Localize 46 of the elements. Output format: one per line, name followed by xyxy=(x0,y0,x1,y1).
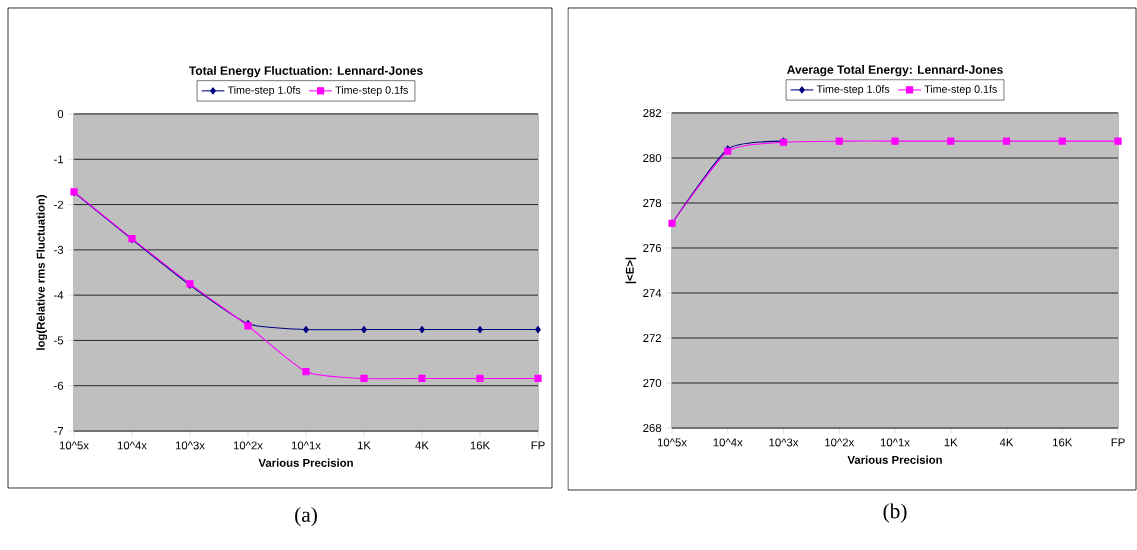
y-tick-label: 270 xyxy=(643,379,662,388)
chart-title: Average Total Energy: Lennard-Jones xyxy=(787,65,1003,77)
x-axis-title: Various Precision xyxy=(258,458,353,467)
y-tick-label: -6 xyxy=(54,381,64,390)
y-tick-label: -4 xyxy=(54,291,64,300)
x-tick-label: 4K xyxy=(415,441,429,450)
x-tick-label: 10^4x xyxy=(713,438,743,447)
x-tick-label: FP xyxy=(1111,438,1125,447)
chart-title: Total Energy Fluctuation: Lennard-Jones xyxy=(189,66,423,78)
y-tick-label: -5 xyxy=(54,336,64,345)
legend-label: Time-step 1.0fs xyxy=(816,85,890,96)
y-tick-label: 268 xyxy=(643,424,662,433)
y-tick-label: 272 xyxy=(643,334,662,342)
y-tick-label: -7 xyxy=(54,427,64,435)
legend-label: Time-step 0.1fs xyxy=(335,85,408,96)
x-tick-label: FP xyxy=(531,441,545,450)
x-tick-label: 10^2x xyxy=(233,441,263,450)
y-tick-label: 0 xyxy=(57,110,64,119)
x-tick-label: 10^1x xyxy=(880,438,910,447)
legend-label: Time-step 0.1fs xyxy=(924,85,997,96)
y-tick-label: 278 xyxy=(643,198,662,207)
x-tick-label: 10^5x xyxy=(59,441,89,450)
x-tick-label: 10^1x xyxy=(291,441,321,450)
y-tick-label: -3 xyxy=(54,245,64,254)
x-tick-label: 1K xyxy=(944,438,958,447)
legend-label: Time-step 1.0fs xyxy=(227,85,301,96)
y-tick-label: 282 xyxy=(643,108,662,117)
x-tick-label: 10^5x xyxy=(657,438,687,447)
y-tick-label: -2 xyxy=(54,200,64,209)
text: (b) xyxy=(883,503,907,523)
x-tick-label: 16K xyxy=(1053,438,1073,447)
x-tick-label: 4K xyxy=(999,438,1014,447)
x-tick-label: 1K xyxy=(357,441,371,450)
x-tick-label: 16K xyxy=(470,441,490,450)
y-tick-label: 280 xyxy=(643,153,662,162)
y-tick-label: 274 xyxy=(643,289,662,297)
x-tick-label: 10^4x xyxy=(117,441,147,450)
y-tick-label: -1 xyxy=(54,155,64,164)
x-tick-label: 10^3x xyxy=(175,441,205,450)
x-axis-title: Various Precision xyxy=(847,455,942,464)
text: (a) xyxy=(295,506,317,527)
y-axis-title: log(Relative rms Fluctuation) xyxy=(36,195,48,350)
y-tick-label: 276 xyxy=(643,243,662,252)
x-tick-label: 10^3x xyxy=(769,438,799,447)
y-axis-title: |<E>| xyxy=(625,257,637,284)
x-tick-label: 10^2x xyxy=(825,438,855,447)
